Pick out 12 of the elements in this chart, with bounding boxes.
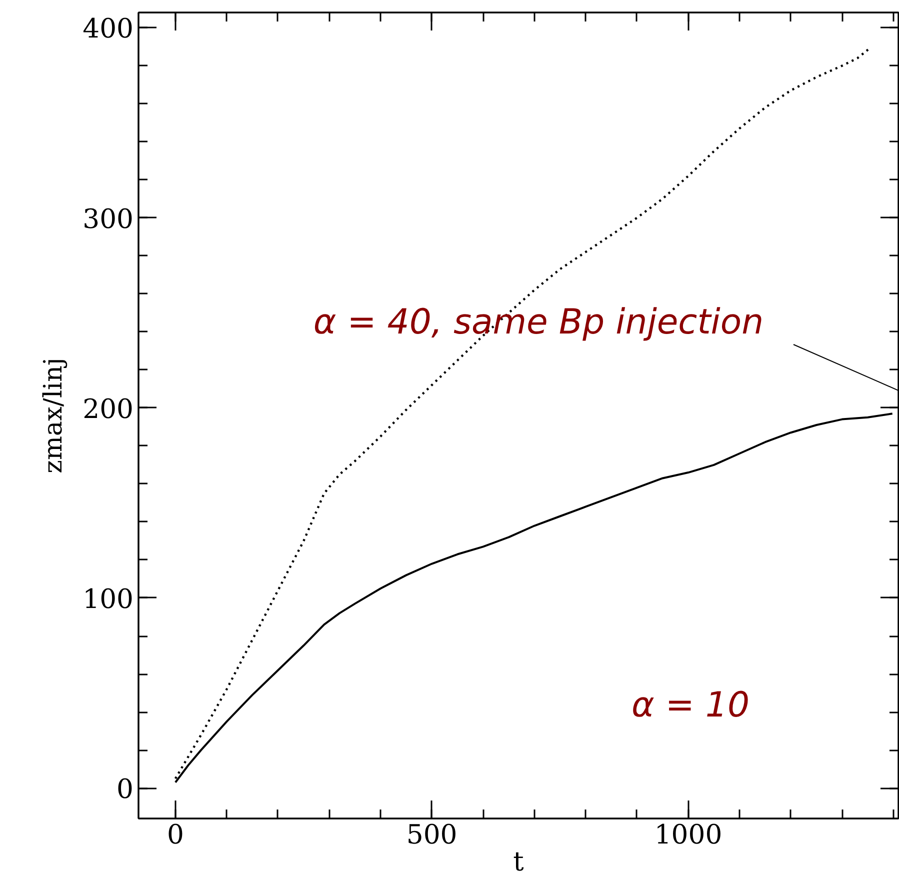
x-axis-title: t	[513, 846, 524, 878]
y-tick-label: 100	[82, 584, 134, 615]
y-tick-label: 400	[82, 14, 134, 45]
y-tick-label: 200	[82, 394, 134, 425]
y-axis-title: zmax/linj	[38, 358, 68, 474]
annotation: α = 10	[631, 686, 750, 726]
annotation: α = 40, same Bp injection	[313, 302, 764, 342]
x-tick-label: 500	[406, 820, 458, 850]
x-tick-label: 0	[166, 820, 184, 850]
y-tick-label: 0	[116, 774, 134, 806]
x-tick-label: 1000	[654, 820, 722, 850]
y-tick-label: 300	[82, 204, 134, 235]
